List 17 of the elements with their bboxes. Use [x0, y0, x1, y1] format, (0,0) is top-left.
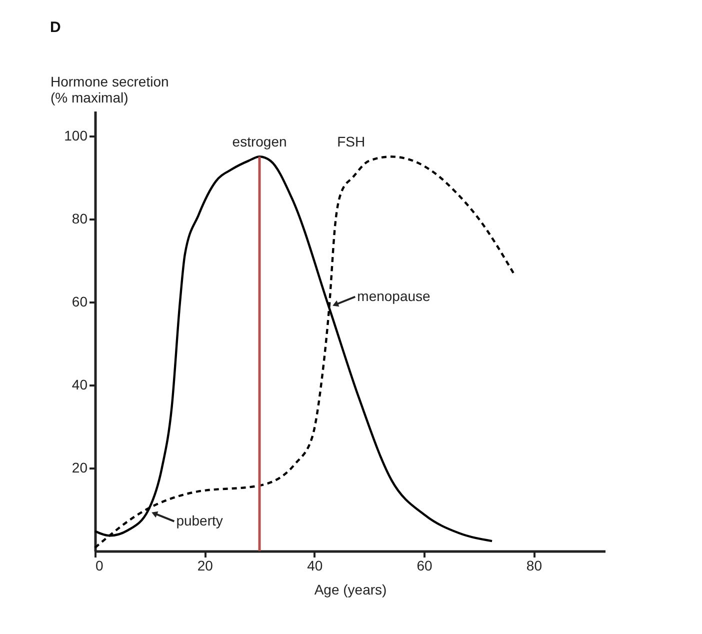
- y-tick-label: 80: [72, 210, 88, 226]
- x-tick-label: 0: [96, 558, 104, 574]
- series-label: estrogen: [232, 134, 287, 150]
- y-axis-title: Hormone secretion (% maximal): [50, 74, 169, 106]
- x-tick-label: 40: [307, 558, 323, 574]
- series-label: FSH: [337, 134, 366, 150]
- y-tick-label: 60: [72, 293, 88, 310]
- x-tick-label: 20: [197, 558, 214, 574]
- y-tick-label: 40: [72, 376, 88, 392]
- annotation: menopause: [357, 288, 431, 304]
- x-axis-title: Age (years): [314, 582, 387, 598]
- chart-title: D: [50, 19, 61, 36]
- y-tick-label: 20: [72, 459, 88, 476]
- y-tick-label: 100: [64, 127, 88, 144]
- annotation: puberty: [176, 512, 223, 528]
- x-tick-label: 80: [526, 558, 542, 574]
- x-tick-label: 60: [416, 558, 433, 574]
